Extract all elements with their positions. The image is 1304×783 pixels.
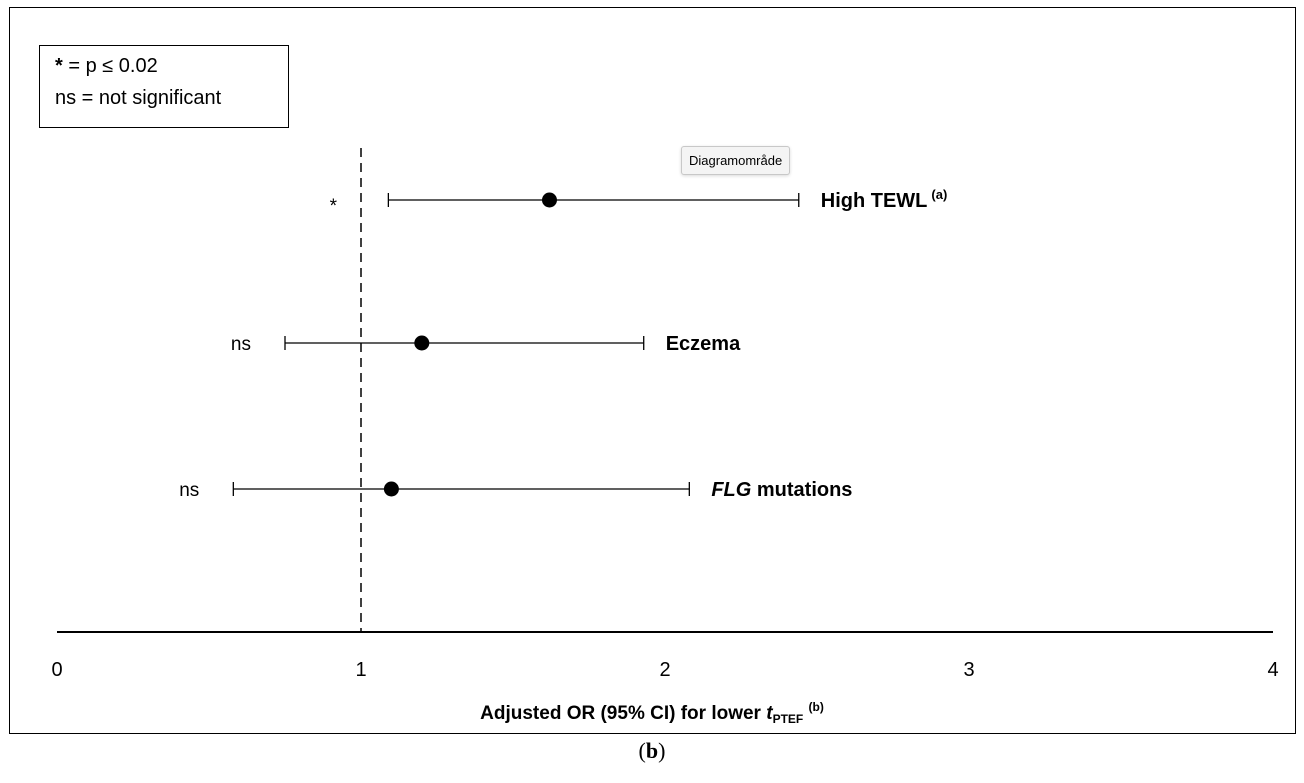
x-axis-label-symbol: t	[766, 703, 773, 724]
x-axis-label-superscript: (b)	[808, 700, 824, 714]
legend-star-text: = p ≤ 0.02	[62, 55, 158, 77]
legend: * = p ≤ 0.02 ns = not significant	[39, 45, 289, 128]
odds-ratio-point[interactable]	[383, 481, 399, 497]
chart-area-tooltip: Diagramområde	[681, 146, 791, 175]
x-axis-label-subscript: PTEF	[772, 712, 804, 726]
row-label-superscript: (a)	[931, 187, 947, 202]
row-label-text: High TEWL	[821, 190, 928, 212]
chart-area[interactable]	[9, 7, 1296, 734]
x-tick-label: 1	[355, 659, 366, 681]
significance-marker: ns	[179, 480, 199, 501]
x-tick-label: 4	[1267, 659, 1278, 681]
x-tick-label: 0	[51, 659, 62, 681]
row-label-italic: FLG	[711, 479, 751, 501]
row-label-text: Eczema	[666, 333, 741, 355]
odds-ratio-point[interactable]	[541, 192, 557, 208]
row-label: FLG mutations	[711, 479, 852, 501]
odds-ratio-point[interactable]	[414, 335, 430, 351]
significance-marker: ns	[231, 334, 251, 355]
legend-star-symbol: *	[55, 55, 63, 77]
x-axis-label-text: Adjusted OR (95% CI) for lower	[480, 703, 767, 724]
x-axis-label: Adjusted OR (95% CI) for lower tPTEF (b)	[0, 700, 1304, 726]
x-tick-label: 3	[963, 659, 974, 681]
x-tick-label: 2	[659, 659, 670, 681]
legend-ns-entry: ns = not significant	[55, 87, 222, 109]
row-label: Eczema	[666, 333, 741, 355]
row-label: High TEWL (a)	[821, 187, 948, 212]
significance-marker: *	[330, 196, 338, 217]
panel-label: (b)	[638, 738, 666, 763]
row-label-text: mutations	[751, 479, 852, 501]
panel-label-letter: b	[645, 738, 659, 763]
legend-significance-entry: * = p ≤ 0.02	[55, 55, 158, 78]
